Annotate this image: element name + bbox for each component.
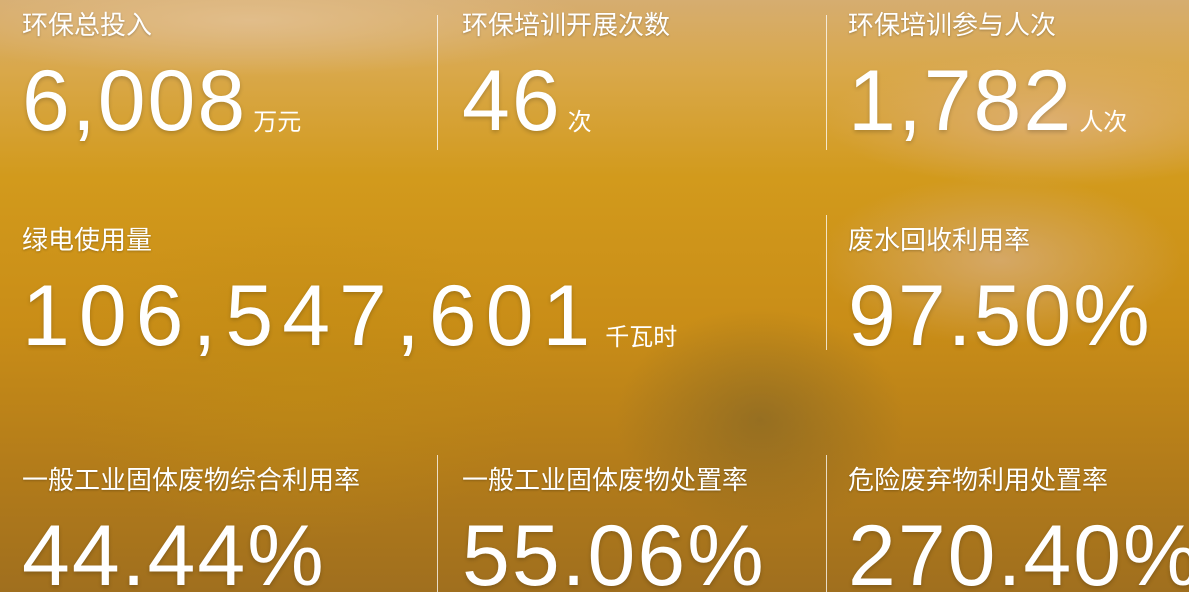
stat-label: 环保总投入 [22,10,301,40]
stat-value: 106,547,601 [22,273,599,359]
stat-label: 一般工业固体废物综合利用率 [22,465,360,495]
stat-value-row: 270.40% [848,513,1189,592]
stat-label: 危险废弃物利用处置率 [848,465,1189,495]
infographic: 环保总投入 6,008万元 环保培训开展次数 46次 环保培训参与人次 1,782人次绿电… [0,0,1189,592]
stat-value-row: 44.44% [22,513,360,592]
stat-block: 一般工业固体废物综合利用率 44.44% [22,465,360,592]
divider [437,15,438,150]
stat-label: 废水回收利用率 [848,225,1152,255]
stat-value: 44.44% [22,513,326,592]
divider [437,455,438,592]
stat-value: 97.50% [848,273,1152,359]
stat-value: 270.40% [848,513,1189,592]
stat-block: 一般工业固体废物处置率 55.06% [462,465,766,592]
stat-unit: 千瓦时 [605,317,677,352]
stat-unit: 万元 [253,102,301,137]
stat-label: 环保培训参与人次 [848,10,1127,40]
stat-value: 55.06% [462,513,766,592]
stat-block: 废水回收利用率 97.50% [848,225,1152,359]
stat-label: 绿电使用量 [22,225,677,255]
stat-label: 环保培训开展次数 [462,10,670,40]
divider [826,455,827,592]
stat-unit: 次 [568,102,592,137]
stat-label: 一般工业固体废物处置率 [462,465,766,495]
divider [826,15,827,150]
divider [826,215,827,350]
stat-value: 1,782 [848,58,1073,144]
stat-value-row: 97.50% [848,273,1152,359]
stat-value: 46 [462,58,562,144]
stat-value-row: 55.06% [462,513,766,592]
stat-value: 6,008 [22,58,247,144]
stat-unit: 人次 [1079,102,1127,137]
stat-block: 危险废弃物利用处置率 270.40% [848,465,1189,592]
